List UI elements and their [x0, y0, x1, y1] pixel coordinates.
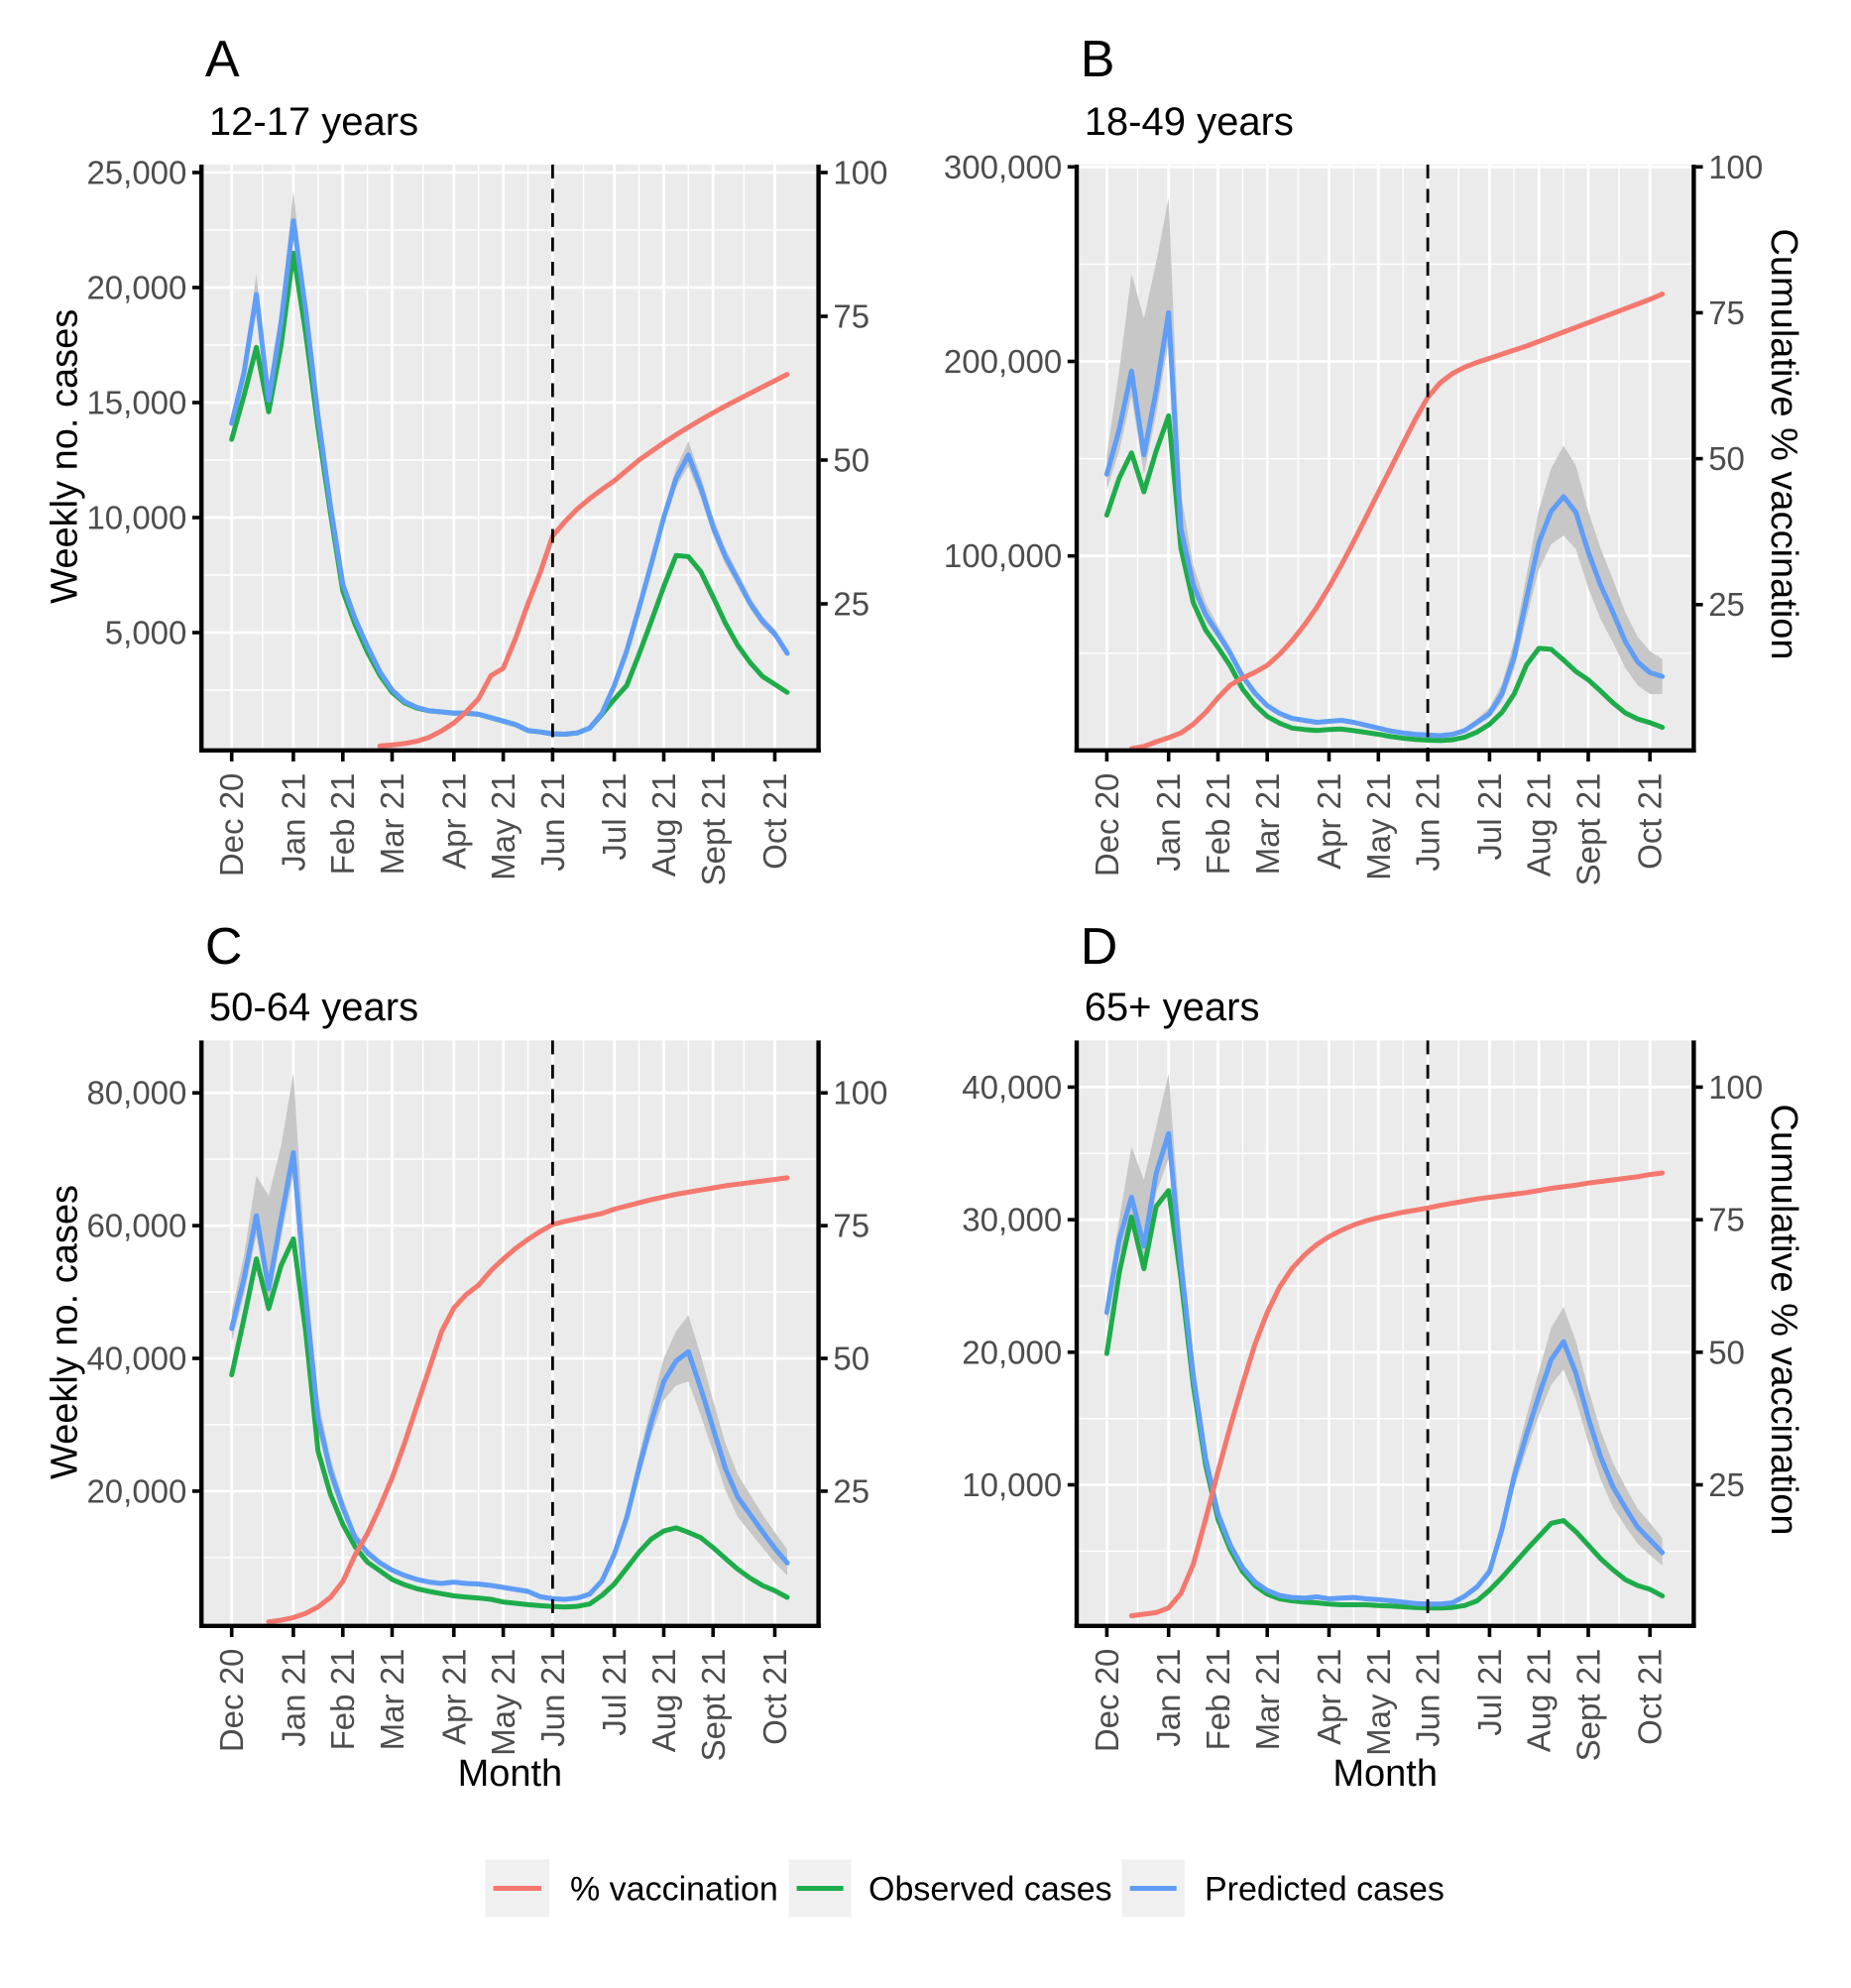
svg-text:100: 100 — [833, 1075, 887, 1111]
svg-text:65+ years: 65+ years — [1085, 986, 1260, 1029]
svg-text:Aug 21: Aug 21 — [1521, 1649, 1558, 1753]
svg-text:10,000: 10,000 — [86, 500, 186, 536]
svg-text:Jun 21: Jun 21 — [1410, 773, 1446, 872]
svg-text:Apr 21: Apr 21 — [435, 773, 472, 870]
svg-text:Jan 21: Jan 21 — [275, 1649, 311, 1747]
svg-text:75: 75 — [1708, 294, 1745, 331]
svg-text:50: 50 — [1708, 440, 1745, 477]
svg-text:300,000: 300,000 — [944, 149, 1062, 185]
svg-text:% vaccination: % vaccination — [570, 1871, 778, 1909]
svg-text:Jan 21: Jan 21 — [275, 773, 311, 872]
svg-text:Feb 21: Feb 21 — [1200, 1649, 1236, 1751]
svg-text:50: 50 — [1708, 1334, 1745, 1370]
svg-text:200,000: 200,000 — [944, 343, 1062, 380]
svg-text:A: A — [205, 31, 240, 88]
svg-text:100: 100 — [1708, 1069, 1763, 1106]
svg-text:100,000: 100,000 — [944, 537, 1062, 574]
svg-text:5,000: 5,000 — [105, 615, 187, 651]
svg-text:Aug 21: Aug 21 — [645, 1649, 682, 1753]
svg-text:Jul 21: Jul 21 — [596, 773, 633, 861]
svg-text:Apr 21: Apr 21 — [435, 1649, 472, 1745]
svg-text:25: 25 — [1708, 1466, 1745, 1503]
svg-text:Sept 21: Sept 21 — [695, 1649, 732, 1762]
svg-text:Cumulative % vaccination: Cumulative % vaccination — [1763, 228, 1804, 659]
svg-text:C: C — [205, 918, 243, 976]
svg-text:Mar 21: Mar 21 — [374, 1649, 410, 1751]
svg-text:100: 100 — [833, 155, 887, 191]
svg-text:Sept 21: Sept 21 — [695, 773, 732, 886]
svg-text:Aug 21: Aug 21 — [645, 773, 682, 877]
svg-text:Apr 21: Apr 21 — [1311, 773, 1347, 870]
svg-text:50-64 years: 50-64 years — [209, 986, 418, 1029]
svg-text:Oct 21: Oct 21 — [1632, 1649, 1669, 1745]
svg-text:75: 75 — [833, 1208, 869, 1244]
svg-text:Jul 21: Jul 21 — [1471, 773, 1508, 861]
svg-text:Jun 21: Jun 21 — [534, 1649, 571, 1747]
svg-text:Month: Month — [1332, 1753, 1438, 1795]
svg-text:25: 25 — [833, 586, 869, 623]
svg-text:Aug 21: Aug 21 — [1521, 773, 1558, 877]
svg-text:Sept 21: Sept 21 — [1570, 773, 1607, 886]
svg-text:Mar 21: Mar 21 — [1249, 1649, 1286, 1751]
svg-text:Oct 21: Oct 21 — [1632, 773, 1669, 870]
svg-text:25: 25 — [833, 1472, 869, 1509]
svg-text:60,000: 60,000 — [86, 1208, 186, 1244]
svg-text:40,000: 40,000 — [86, 1341, 186, 1377]
svg-text:Jul 21: Jul 21 — [1471, 1649, 1508, 1736]
svg-text:Month: Month — [458, 1753, 563, 1795]
svg-text:Oct 21: Oct 21 — [756, 1649, 793, 1745]
svg-text:Predicted cases: Predicted cases — [1205, 1871, 1445, 1909]
svg-text:50: 50 — [833, 442, 869, 479]
svg-text:Jan 21: Jan 21 — [1150, 773, 1187, 872]
svg-text:Weekly no. cases: Weekly no. cases — [45, 1185, 86, 1479]
svg-text:May 21: May 21 — [1360, 773, 1397, 880]
svg-text:Jun 21: Jun 21 — [534, 773, 571, 872]
svg-text:Oct 21: Oct 21 — [756, 773, 793, 870]
svg-text:Feb 21: Feb 21 — [324, 1649, 361, 1751]
svg-text:Jun 21: Jun 21 — [1410, 1649, 1446, 1747]
svg-text:Dec 20: Dec 20 — [213, 773, 250, 877]
svg-text:Dec 20: Dec 20 — [213, 1649, 250, 1753]
svg-text:May 21: May 21 — [485, 773, 521, 880]
svg-text:Mar 21: Mar 21 — [374, 773, 410, 876]
svg-text:Jan 21: Jan 21 — [1150, 1649, 1187, 1747]
svg-text:May 21: May 21 — [485, 1649, 521, 1756]
svg-text:20,000: 20,000 — [86, 270, 186, 306]
svg-text:80,000: 80,000 — [86, 1075, 186, 1111]
svg-text:15,000: 15,000 — [86, 385, 186, 421]
svg-text:25,000: 25,000 — [86, 155, 186, 191]
svg-text:Observed cases: Observed cases — [868, 1871, 1112, 1909]
svg-text:25: 25 — [1708, 586, 1745, 623]
svg-text:75: 75 — [1708, 1202, 1745, 1238]
svg-text:20,000: 20,000 — [86, 1472, 186, 1509]
svg-text:20,000: 20,000 — [962, 1334, 1062, 1370]
svg-text:Cumulative % vaccination: Cumulative % vaccination — [1763, 1104, 1804, 1535]
svg-text:May 21: May 21 — [1360, 1649, 1397, 1756]
svg-text:30,000: 30,000 — [962, 1202, 1062, 1238]
svg-text:Apr 21: Apr 21 — [1311, 1649, 1347, 1745]
svg-text:Feb 21: Feb 21 — [324, 773, 361, 876]
svg-text:Dec 20: Dec 20 — [1089, 1649, 1125, 1753]
svg-text:12-17 years: 12-17 years — [209, 100, 418, 144]
svg-text:Feb 21: Feb 21 — [1200, 773, 1236, 876]
svg-text:Weekly no. cases: Weekly no. cases — [45, 309, 86, 604]
svg-text:50: 50 — [833, 1341, 869, 1377]
svg-text:Dec 20: Dec 20 — [1089, 773, 1125, 877]
svg-text:75: 75 — [833, 298, 869, 335]
svg-text:100: 100 — [1708, 149, 1763, 185]
svg-text:Sept 21: Sept 21 — [1570, 1649, 1607, 1762]
svg-text:10,000: 10,000 — [962, 1466, 1062, 1503]
svg-text:B: B — [1081, 31, 1115, 88]
svg-text:Mar 21: Mar 21 — [1249, 773, 1286, 876]
svg-text:40,000: 40,000 — [962, 1069, 1062, 1106]
svg-text:D: D — [1081, 918, 1118, 976]
svg-text:18-49 years: 18-49 years — [1085, 100, 1294, 144]
svg-text:Jul 21: Jul 21 — [596, 1649, 633, 1736]
